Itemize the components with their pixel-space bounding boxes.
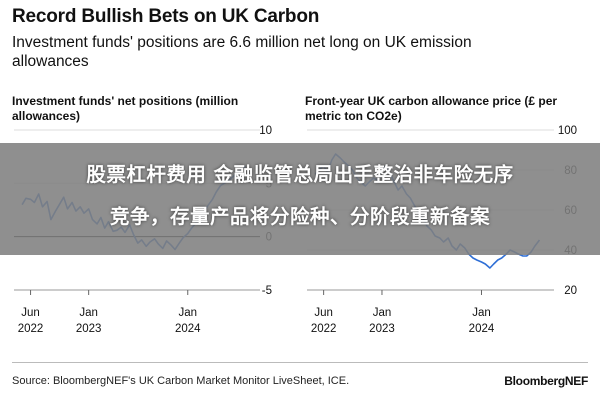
right-x-tick-year: 2022	[311, 323, 337, 335]
overlay-banner	[0, 143, 600, 255]
left-panel-title: Investment funds' net positions (million…	[12, 94, 239, 123]
left-x-tick-year: 2023	[76, 323, 102, 335]
chart-title: Record Bullish Bets on UK Carbon	[12, 6, 320, 27]
left-x-tick-month: Jun	[21, 307, 40, 319]
left-x-tick-year: 2024	[175, 323, 201, 335]
right-x-tick-year: 2024	[469, 323, 495, 335]
left-x-tick-year: 2022	[18, 323, 44, 335]
overlay-line-1: 股票杠杆费用 金融监管总局出手整治非车险无序	[86, 163, 514, 186]
left-y-tick-label: -5	[262, 285, 272, 297]
footer-divider	[12, 362, 588, 363]
right-y-tick-label: 20	[564, 285, 577, 297]
right-panel-title: Front-year UK carbon allowance price (£ …	[305, 94, 558, 123]
overlay-text: 股票杠杆费用 金融监管总局出手整治非车险无序 竞争，存量产品将分险种、分阶段重新…	[0, 154, 600, 238]
chart-subtitle: Investment funds' positions are 6.6 mill…	[12, 34, 472, 70]
right-x-tick-month: Jan	[373, 307, 392, 319]
source-note: Source: BloombergNEF's UK Carbon Market …	[12, 375, 350, 387]
left-x-tick-month: Jan	[79, 307, 98, 319]
left-x-tick-month: Jan	[178, 307, 197, 319]
right-x-tick-month: Jun	[314, 307, 333, 319]
right-x-tick-year: 2023	[369, 323, 395, 335]
overlay-line-2: 竞争，存量产品将分险种、分阶段重新备案	[109, 205, 490, 228]
right-x-tick-month: Jan	[472, 307, 491, 319]
brand-logo: BloombergNEF	[504, 374, 588, 388]
left-y-tick-label: 10	[259, 125, 272, 137]
right-y-tick-label: 100	[558, 125, 577, 137]
